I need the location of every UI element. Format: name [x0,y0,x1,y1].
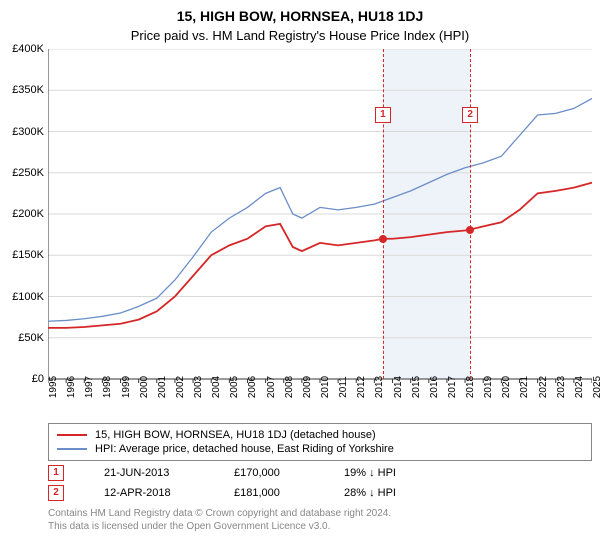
ytick-label: £200K [12,208,44,220]
sale-dot [466,226,474,234]
legend-swatch-hpi [57,448,87,450]
xtick-label: 2023 [556,376,567,398]
legend-label-hpi: HPI: Average price, detached house, East… [95,443,394,455]
chart-area: £0£50K£100K£150K£200K£250K£300K£350K£400… [48,49,592,379]
xtick-label: 2013 [374,376,385,398]
ytick-label: £100K [12,291,44,303]
xtick-label: 2004 [211,376,222,398]
footer-line-2: This data is licensed under the Open Gov… [48,520,592,533]
xtick-label: 2000 [139,376,150,398]
chart-container: 15, HIGH BOW, HORNSEA, HU18 1DJ Price pa… [0,0,600,560]
sale-marker-box: 2 [462,107,478,123]
sale-vline [383,49,384,379]
sale-date: 12-APR-2018 [104,487,194,499]
xtick-label: 2001 [157,376,168,398]
sale-price: £181,000 [234,487,304,499]
sale-row: 1 21-JUN-2013 £170,000 19% ↓ HPI [48,465,592,481]
xtick-label: 2002 [175,376,186,398]
legend-row-hpi: HPI: Average price, detached house, East… [57,442,583,456]
sales-rows: 1 21-JUN-2013 £170,000 19% ↓ HPI 2 12-AP… [0,465,600,501]
chart-subtitle: Price paid vs. HM Land Registry's House … [0,24,600,49]
xtick-label: 2015 [411,376,422,398]
footer: Contains HM Land Registry data © Crown c… [48,507,592,533]
xtick-label: 2005 [229,376,240,398]
sale-price: £170,000 [234,467,304,479]
xtick-label: 2011 [338,376,349,398]
sale-marker-box: 1 [375,107,391,123]
ytick-label: £400K [12,43,44,55]
legend-swatch-property [57,434,87,436]
xtick-label: 2010 [320,376,331,398]
xtick-label: 2021 [519,376,530,398]
sale-row-marker: 2 [48,485,64,501]
sale-row-marker: 1 [48,465,64,481]
xtick-label: 2017 [447,376,458,398]
footer-line-1: Contains HM Land Registry data © Crown c… [48,507,592,520]
legend-box: 15, HIGH BOW, HORNSEA, HU18 1DJ (detache… [48,423,592,461]
sale-vline [470,49,471,379]
legend-row-property: 15, HIGH BOW, HORNSEA, HU18 1DJ (detache… [57,428,583,442]
xtick-label: 2025 [592,376,600,398]
xtick-label: 1998 [102,376,113,398]
plot-svg [48,49,592,385]
xtick-label: 2020 [501,376,512,398]
xtick-label: 1995 [48,376,59,398]
xtick-label: 2022 [538,376,549,398]
xtick-label: 2008 [284,376,295,398]
sale-date: 21-JUN-2013 [104,467,194,479]
sale-delta: 28% ↓ HPI [344,487,396,499]
xtick-label: 1996 [66,376,77,398]
xtick-label: 2019 [483,376,494,398]
xtick-label: 1999 [121,376,132,398]
ytick-label: £0 [32,373,44,385]
ytick-label: £150K [12,249,44,261]
xtick-label: 2016 [429,376,440,398]
xtick-label: 2003 [193,376,204,398]
ytick-label: £250K [12,167,44,179]
xtick-label: 1997 [84,376,95,398]
xtick-label: 2012 [356,376,367,398]
ytick-label: £350K [12,84,44,96]
sale-dot [379,235,387,243]
ytick-label: £50K [18,332,44,344]
xtick-label: 2007 [266,376,277,398]
sale-row: 2 12-APR-2018 £181,000 28% ↓ HPI [48,485,592,501]
xtick-label: 2009 [302,376,313,398]
xtick-label: 2018 [465,376,476,398]
chart-title: 15, HIGH BOW, HORNSEA, HU18 1DJ [0,0,600,24]
ytick-label: £300K [12,126,44,138]
xtick-label: 2006 [247,376,258,398]
xtick-label: 2014 [393,376,404,398]
xtick-label: 2024 [574,376,585,398]
sale-delta: 19% ↓ HPI [344,467,396,479]
legend-label-property: 15, HIGH BOW, HORNSEA, HU18 1DJ (detache… [95,429,376,441]
